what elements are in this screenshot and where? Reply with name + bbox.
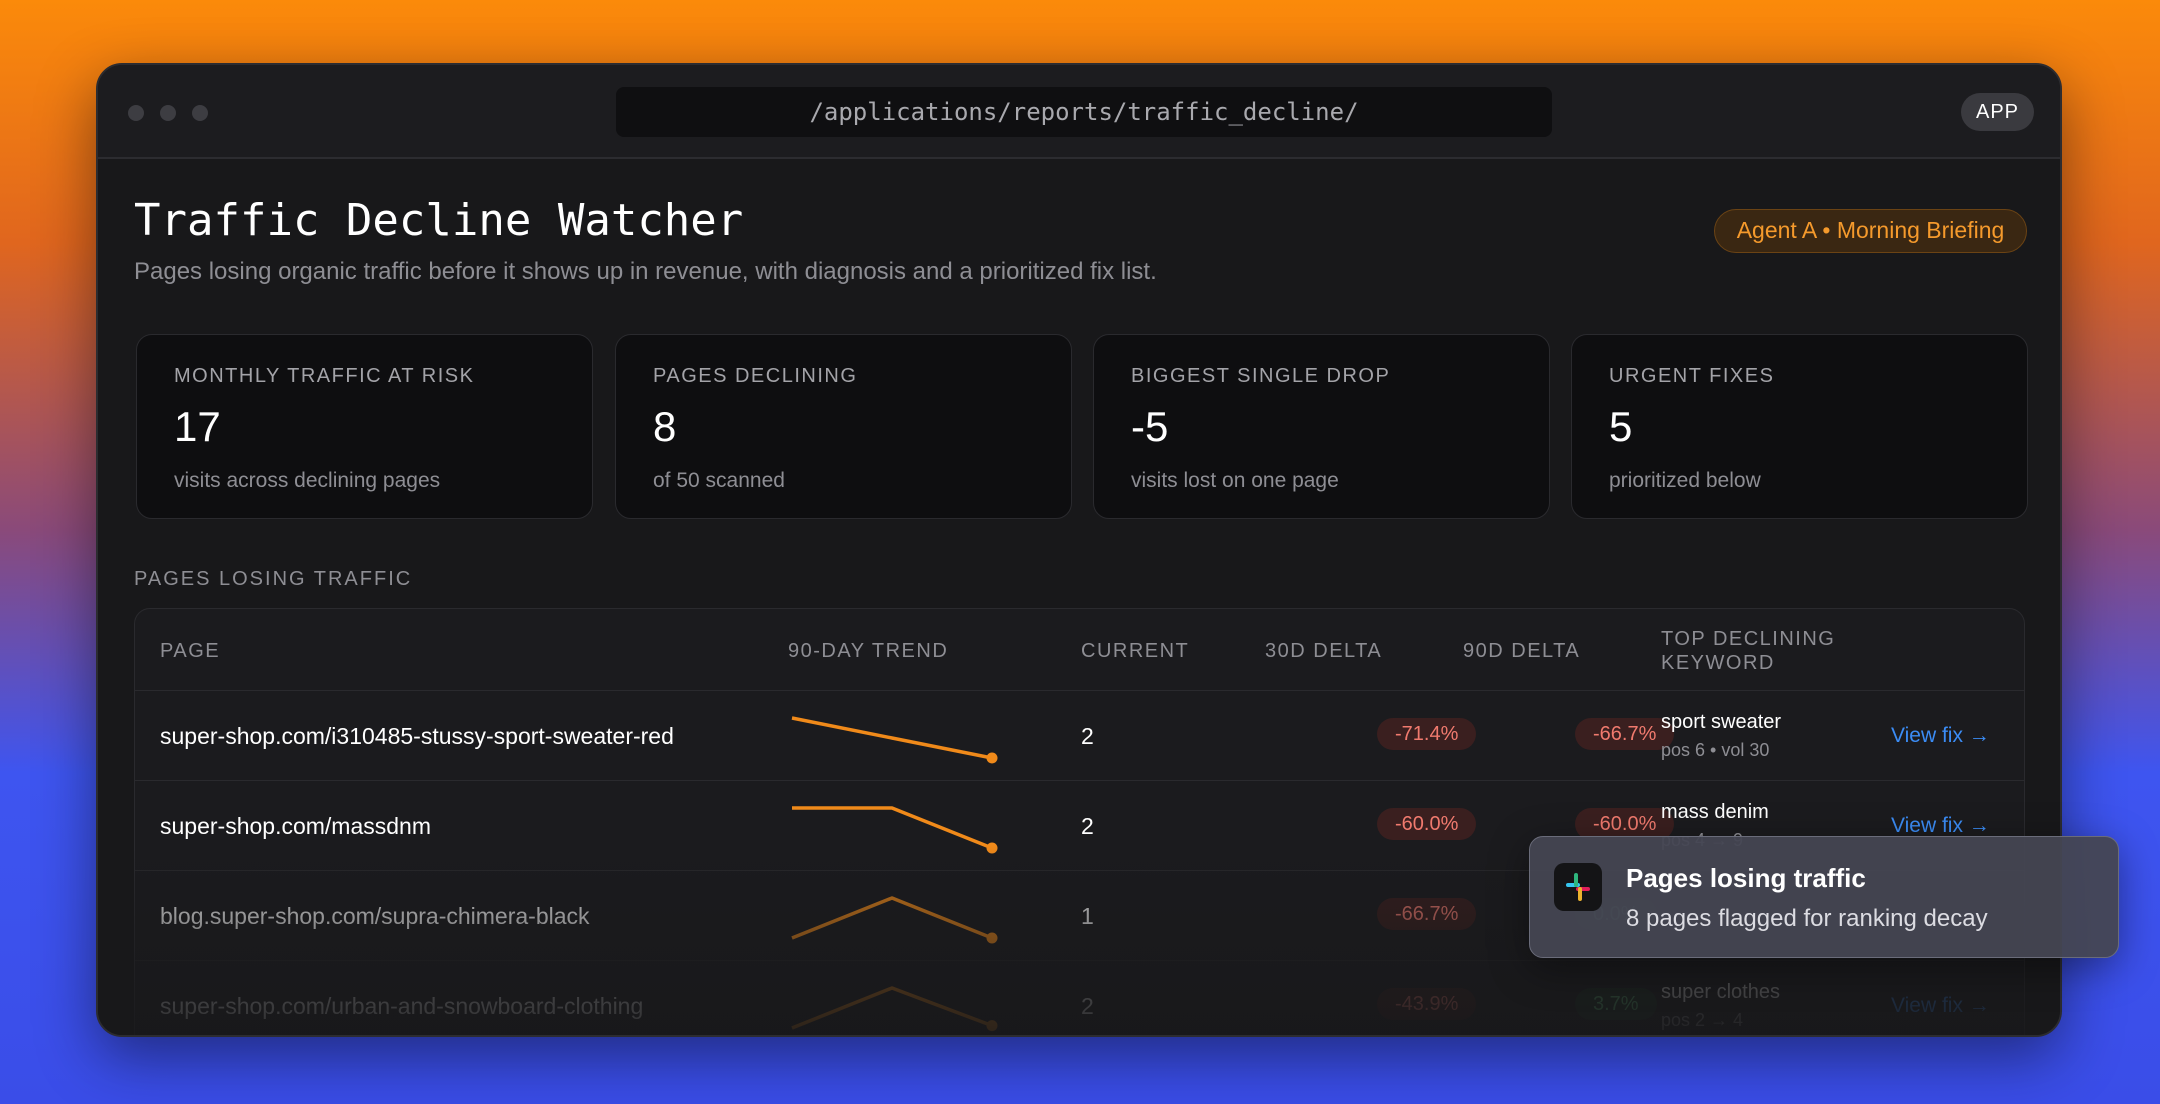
view-fix-link[interactable]: View fix → <box>1891 814 1990 837</box>
delta-pill: -71.4% <box>1377 718 1477 750</box>
card-note: visits across declining pages <box>174 469 441 492</box>
stat-card: BIGGEST SINGLE DROP -5 visits lost on one … <box>1093 334 1550 519</box>
stat-card: MONTHLY TRAFFIC AT RISK 17 visits across d… <box>136 334 593 519</box>
card-label: URGENT FIXES <box>1609 365 1775 387</box>
app-badge[interactable]: APP <box>1961 93 2034 131</box>
card-value: 5 <box>1609 403 1633 450</box>
url-bar[interactable]: /applications/reports/traffic_decline/ <box>616 87 1552 137</box>
card-label: BIGGEST SINGLE DROP <box>1131 365 1391 387</box>
keyword-detail: pos 2 → 4 <box>1661 1010 1744 1030</box>
notification-title: Pages losing traffic <box>1626 863 1866 893</box>
stat-card: PAGES DECLINING 8 of 50 scanned <box>615 334 1072 519</box>
table-row: super-shop.com/urban-and-snowboard-cloth… <box>135 960 2024 1035</box>
sparkline <box>791 986 998 1032</box>
column-header: 30D DELTA <box>1265 640 1383 662</box>
current-value: 2 <box>1081 813 1094 839</box>
card-note: of 50 scanned <box>653 469 785 492</box>
table-row: super-shop.com/massdnm 2 -60.0% -60.0% mass … <box>135 780 2024 870</box>
card-value: 17 <box>174 403 221 450</box>
column-header: PAGE <box>160 640 221 662</box>
notification-message: 8 pages flagged for ranking decay <box>1626 905 1988 932</box>
trend-end <box>986 1020 998 1032</box>
page-url: super-shop.com/urban-and-snowboard-cloth… <box>160 993 644 1019</box>
window-dot[interactable] <box>160 105 176 121</box>
sparkline <box>792 806 998 854</box>
table: PAGE 90-DAY TREND CURRENT 30D DELTA 90D DELT… <box>134 608 2025 1035</box>
current-value: 2 <box>1081 723 1094 749</box>
trend-line <box>791 986 993 1030</box>
card-label: PAGES DECLINING <box>653 365 858 387</box>
card-value: 8 <box>653 403 677 450</box>
card-label: MONTHLY TRAFFIC AT RISK <box>174 365 475 387</box>
delta-pill: -60.0% <box>1377 808 1477 840</box>
current-value: 1 <box>1081 903 1094 929</box>
view-fix-link[interactable]: View fix → <box>1891 994 1990 1017</box>
trend-end <box>986 842 998 854</box>
column-header: 90-DAY TREND <box>788 640 949 662</box>
page-subtitle: Pages losing organic traffic before it s… <box>134 258 1157 285</box>
stat-card: URGENT FIXES 5 prioritized below <box>1571 334 2028 519</box>
page-url: super-shop.com/massdnm <box>160 813 431 839</box>
view-fix-link[interactable]: View fix → <box>1891 724 1990 747</box>
trend-line <box>792 806 993 850</box>
card-note: visits lost on one page <box>1131 469 1339 492</box>
keyword: sport sweater <box>1661 711 1782 733</box>
table-row: super-shop.com/i310485-stussy-sport-swea… <box>135 690 2024 780</box>
agent-badge: Agent A • Morning Briefing <box>1714 209 2027 253</box>
card-note: prioritized below <box>1609 469 1761 492</box>
delta-pill: -43.9% <box>1377 988 1477 1020</box>
sparkline <box>791 896 998 944</box>
column-header: CURRENT <box>1081 640 1190 662</box>
sparkline <box>791 716 998 764</box>
delta-pill: 3.7% <box>1575 988 1657 1020</box>
column-header: TOP DECLINING KEYWORD <box>1661 628 1836 674</box>
current-value: 2 <box>1081 993 1094 1019</box>
window-dot[interactable] <box>192 105 208 121</box>
delta-pill: -66.7% <box>1377 898 1477 930</box>
page-url: super-shop.com/i310485-stussy-sport-swea… <box>160 723 674 749</box>
window-dot[interactable] <box>128 105 144 121</box>
keyword: mass denim <box>1661 801 1769 823</box>
keyword: super clothes <box>1661 981 1780 1003</box>
notification[interactable]: Pages losing traffic 8 pages flagged for… <box>1529 836 2119 958</box>
section-label: PAGES LOSING TRAFFIC <box>134 568 413 590</box>
app-icon <box>1554 863 1602 911</box>
trend-end <box>986 932 998 944</box>
delta-pill: -66.7% <box>1575 718 1675 750</box>
column-header: 90D DELTA <box>1463 640 1581 662</box>
trend-line <box>791 716 993 760</box>
card-value: -5 <box>1131 403 1169 450</box>
keyword-detail: pos 6 • vol 30 <box>1661 740 1770 760</box>
page-url: blog.super-shop.com/supra-chimera-black <box>160 903 590 929</box>
delta-pill: -60.0% <box>1575 808 1675 840</box>
trend-line <box>791 896 993 940</box>
page-title: Traffic Decline Watcher <box>134 195 744 246</box>
trend-end <box>986 752 998 764</box>
